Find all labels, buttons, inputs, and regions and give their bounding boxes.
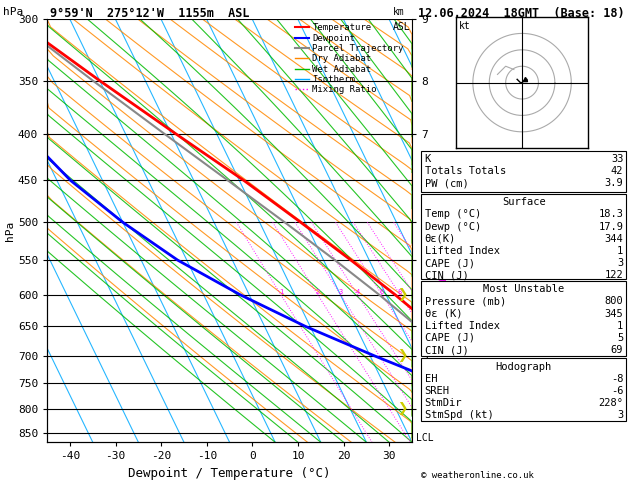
- Text: Lifted Index: Lifted Index: [425, 246, 499, 256]
- Text: 3: 3: [617, 410, 623, 420]
- Text: -6: -6: [611, 386, 623, 396]
- Legend: Temperature, Dewpoint, Parcel Trajectory, Dry Adiabat, Wet Adiabat, Isotherm, Mi: Temperature, Dewpoint, Parcel Trajectory…: [292, 20, 408, 98]
- Text: θε (K): θε (K): [425, 309, 462, 319]
- Text: LCL: LCL: [416, 433, 433, 443]
- Text: PW (cm): PW (cm): [425, 178, 469, 189]
- Text: hPa: hPa: [3, 7, 23, 17]
- Text: 18.3: 18.3: [598, 209, 623, 220]
- Y-axis label: hPa: hPa: [5, 221, 15, 241]
- Text: Most Unstable: Most Unstable: [483, 284, 564, 295]
- Text: SREH: SREH: [425, 386, 450, 396]
- Text: CIN (J): CIN (J): [425, 270, 469, 280]
- Text: 800: 800: [604, 296, 623, 307]
- Text: Totals Totals: Totals Totals: [425, 166, 506, 176]
- Text: EH: EH: [425, 374, 437, 384]
- Text: 6: 6: [380, 289, 384, 295]
- Text: 5: 5: [617, 333, 623, 343]
- Text: 2: 2: [316, 289, 320, 295]
- Text: 3.9: 3.9: [604, 178, 623, 189]
- Text: 344: 344: [604, 234, 623, 244]
- Text: km: km: [393, 7, 405, 17]
- Text: ❯: ❯: [398, 349, 408, 363]
- Text: 69: 69: [611, 345, 623, 355]
- Text: K: K: [425, 154, 431, 164]
- Text: 228°: 228°: [598, 398, 623, 408]
- X-axis label: Dewpoint / Temperature (°C): Dewpoint / Temperature (°C): [128, 467, 331, 480]
- Text: 345: 345: [604, 309, 623, 319]
- Text: 4: 4: [355, 289, 360, 295]
- Text: CIN (J): CIN (J): [425, 345, 469, 355]
- Text: CAPE (J): CAPE (J): [425, 258, 474, 268]
- Text: Dewp (°C): Dewp (°C): [425, 222, 481, 232]
- Text: ❯: ❯: [398, 288, 408, 301]
- Text: 42: 42: [611, 166, 623, 176]
- Text: Lifted Index: Lifted Index: [425, 321, 499, 331]
- Text: ❯: ❯: [398, 402, 408, 416]
- Text: ASL: ASL: [393, 22, 411, 32]
- Text: kt: kt: [459, 21, 471, 31]
- Text: 12.06.2024  18GMT  (Base: 18): 12.06.2024 18GMT (Base: 18): [418, 7, 625, 20]
- Y-axis label: Mixing Ratio (g/kg): Mixing Ratio (g/kg): [437, 175, 447, 287]
- Text: Temp (°C): Temp (°C): [425, 209, 481, 220]
- Text: 1: 1: [617, 321, 623, 331]
- Text: 8: 8: [398, 289, 402, 295]
- Text: Hodograph: Hodograph: [496, 362, 552, 372]
- Text: 122: 122: [604, 270, 623, 280]
- Text: Pressure (mb): Pressure (mb): [425, 296, 506, 307]
- Text: © weatheronline.co.uk: © weatheronline.co.uk: [421, 471, 534, 480]
- Text: 33: 33: [611, 154, 623, 164]
- Text: CAPE (J): CAPE (J): [425, 333, 474, 343]
- Text: 17.9: 17.9: [598, 222, 623, 232]
- Text: 1: 1: [279, 289, 283, 295]
- Text: 9°59'N  275°12'W  1155m  ASL: 9°59'N 275°12'W 1155m ASL: [50, 7, 250, 20]
- Text: 3: 3: [338, 289, 343, 295]
- Text: 1: 1: [617, 246, 623, 256]
- Text: StmSpd (kt): StmSpd (kt): [425, 410, 493, 420]
- Text: Surface: Surface: [502, 197, 545, 208]
- Text: StmDir: StmDir: [425, 398, 462, 408]
- Text: θε(K): θε(K): [425, 234, 456, 244]
- Text: 3: 3: [617, 258, 623, 268]
- Text: -8: -8: [611, 374, 623, 384]
